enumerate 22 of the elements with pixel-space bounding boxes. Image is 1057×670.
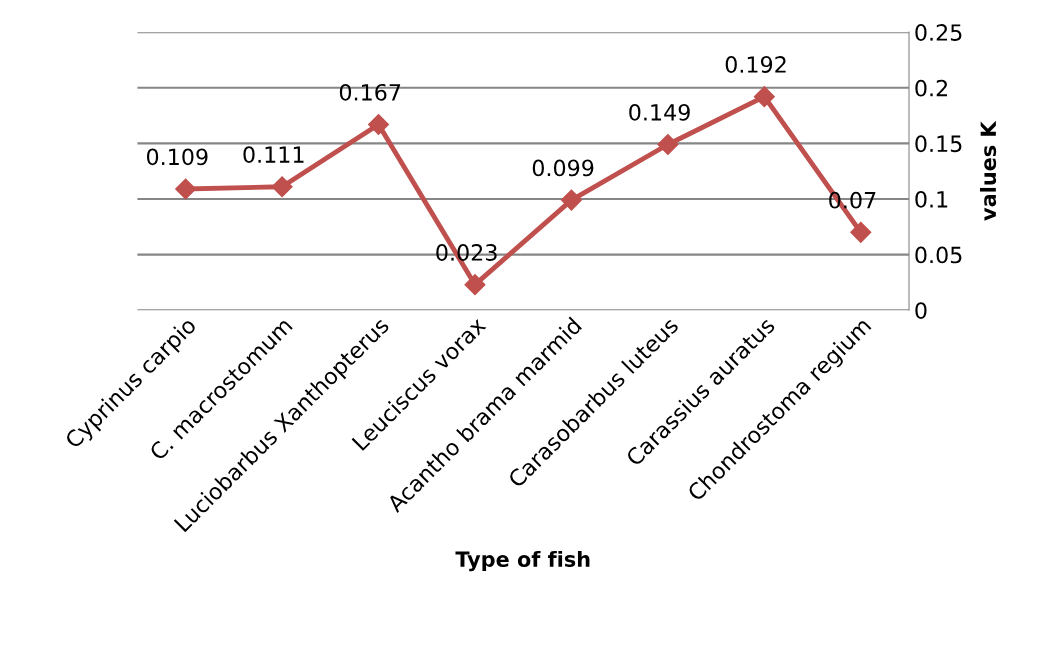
point xyxy=(850,221,872,243)
data-label: 0.192 xyxy=(725,56,786,73)
y2-tick-label: 0.05 xyxy=(915,246,962,264)
y2-axis-title: values K xyxy=(980,120,997,221)
y2-tick-label: 0.25 xyxy=(915,24,962,41)
point xyxy=(368,113,390,135)
point xyxy=(657,133,679,156)
data-label: 0.109 xyxy=(146,148,208,166)
point xyxy=(271,176,293,198)
data-label: 0.099 xyxy=(532,159,594,177)
y2-tick-label: 0.1 xyxy=(915,190,948,208)
y2-tick-label: 0.2 xyxy=(915,79,947,97)
data-label: 0.149 xyxy=(629,103,690,121)
point xyxy=(464,274,486,296)
y2-tick-label: 0.15 xyxy=(915,135,962,153)
data-label: 0.111 xyxy=(243,146,304,164)
point xyxy=(175,178,197,200)
x-axis-title: Type of fish xyxy=(455,550,590,572)
point xyxy=(560,189,582,211)
point xyxy=(753,86,775,108)
y2-tick-label: 0 xyxy=(915,302,927,319)
data-label: 0.167 xyxy=(339,83,401,101)
